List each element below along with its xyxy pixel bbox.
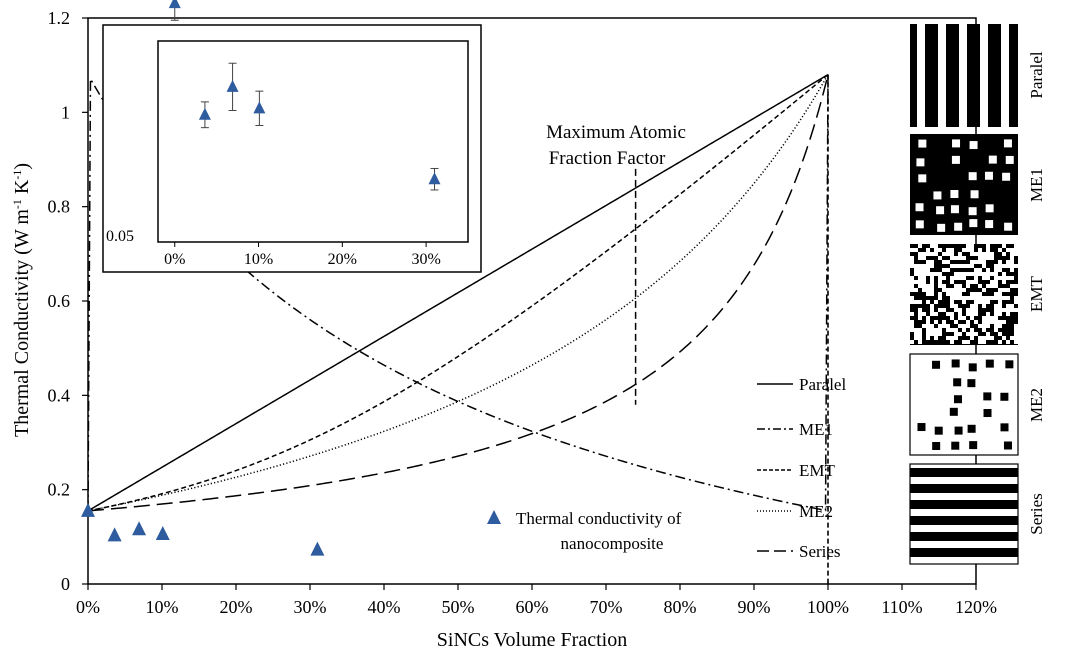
x-tick-label: 100%	[807, 597, 849, 617]
data-point	[310, 541, 325, 556]
y-axis-title: Thermal Conductivity (W m-1 K-1)	[10, 163, 33, 437]
x-tick-label: 90%	[738, 597, 771, 617]
inset-x-tick-label: 0%	[164, 251, 185, 268]
pattern-series: Series	[909, 463, 1046, 565]
pattern-label-me2: ME2	[1027, 388, 1046, 422]
x-tick-label: 0%	[76, 597, 100, 617]
inset-points	[168, 0, 441, 191]
inset-data-point	[226, 79, 239, 92]
pattern-label-emt: EMT	[1027, 275, 1046, 312]
series-line-me2	[88, 74, 829, 512]
series-line-emt	[88, 74, 829, 512]
main-ticks: 0% 10% 20% 30% 40% 50% 60% 70% 80% 90% 100% 110% 120…	[48, 8, 998, 617]
y-tick-label: 1	[61, 102, 70, 122]
max-fraction-label-line1: Maximum Atomic	[546, 122, 686, 143]
inset-data-point	[168, 0, 181, 9]
legend-label-series: Series	[799, 542, 841, 561]
data-point	[132, 521, 147, 536]
y-tick-label: 1.2	[48, 8, 71, 28]
y-tick-label: 0.2	[48, 480, 71, 500]
measured-points	[81, 502, 325, 556]
pattern-paralel: Paralel	[910, 24, 1046, 127]
inset-series-line-emt	[175, 0, 510, 3]
model-curves	[88, 73, 829, 512]
y-tick-label: 0.6	[48, 291, 71, 311]
annotations	[634, 74, 829, 584]
data-point	[107, 527, 122, 542]
inset-x-tick-label: 30%	[411, 251, 440, 268]
inset-plot-frame	[157, 40, 469, 243]
inset-ticks: 0% 10% 20% 30%	[164, 242, 441, 268]
legend-label-points-line2: nanocomposite	[561, 534, 664, 553]
legend-label-paralel: Paralel	[799, 375, 846, 394]
legend-label-emt: EMT	[799, 461, 836, 480]
x-tick-label: 40%	[368, 597, 401, 617]
x-tick-label: 60%	[516, 597, 549, 617]
x-tick-label: 120%	[955, 597, 997, 617]
pattern-me2: ME2	[909, 353, 1046, 456]
x-axis-title: SiNCs Volume Fraction	[437, 629, 627, 651]
legend-marker-points	[487, 510, 501, 524]
data-point	[81, 502, 95, 517]
legend-label-points-line1: Thermal conductivity of	[516, 509, 682, 528]
x-tick-label: 10%	[146, 597, 179, 617]
inset-plot: 0% 10% 20% 30% 0.05	[102, 0, 510, 273]
y-tick-label: 0.4	[48, 385, 71, 405]
max-fraction-label-line2: Fraction Factor	[549, 148, 666, 169]
inset-x-tick-label: 20%	[328, 251, 357, 268]
inset-series-line-series	[175, 0, 510, 3]
x-tick-label: 20%	[220, 597, 253, 617]
pattern-label-paralel: Paralel	[1027, 51, 1046, 98]
inset-y-tick-label: 0.05	[106, 228, 134, 245]
pattern-me1: ME1	[910, 134, 1046, 235]
inset-data-point	[198, 107, 211, 120]
x-tick-label: 110%	[881, 597, 922, 617]
inset-outer-frame	[102, 24, 482, 273]
data-point	[155, 526, 170, 541]
y-tick-label: 0	[61, 574, 70, 594]
inset-data-point	[253, 101, 266, 114]
pattern-emt: EMT	[910, 244, 1046, 345]
x-tick-label: 30%	[294, 597, 327, 617]
inset-x-tick-label: 10%	[244, 251, 273, 268]
inset-curves	[175, 0, 510, 3]
series-line-me1	[88, 74, 829, 512]
pattern-label-series: Series	[1027, 493, 1046, 535]
series-line-paralel	[88, 73, 829, 512]
series-line-series	[88, 74, 829, 512]
x-tick-label: 70%	[590, 597, 623, 617]
x-tick-label: 50%	[442, 597, 475, 617]
y-tick-label: 0.8	[48, 197, 71, 217]
inset-series-line-me1	[175, 0, 510, 3]
inset-series-line-me2	[175, 0, 510, 3]
legend-label-me2: ME2	[799, 502, 833, 521]
legend-label-me1: ME1	[799, 420, 833, 439]
inset-series-line-paralel	[175, 0, 510, 3]
x-tick-label: 80%	[664, 597, 697, 617]
legend: Paralel ME1 EMT ME2 Series Thermal condu…	[487, 375, 846, 561]
pattern-label-me1: ME1	[1027, 168, 1046, 202]
structure-patterns: Paralel ME1 EMT ME2 Series	[909, 24, 1046, 565]
inset-data-point	[428, 172, 441, 185]
